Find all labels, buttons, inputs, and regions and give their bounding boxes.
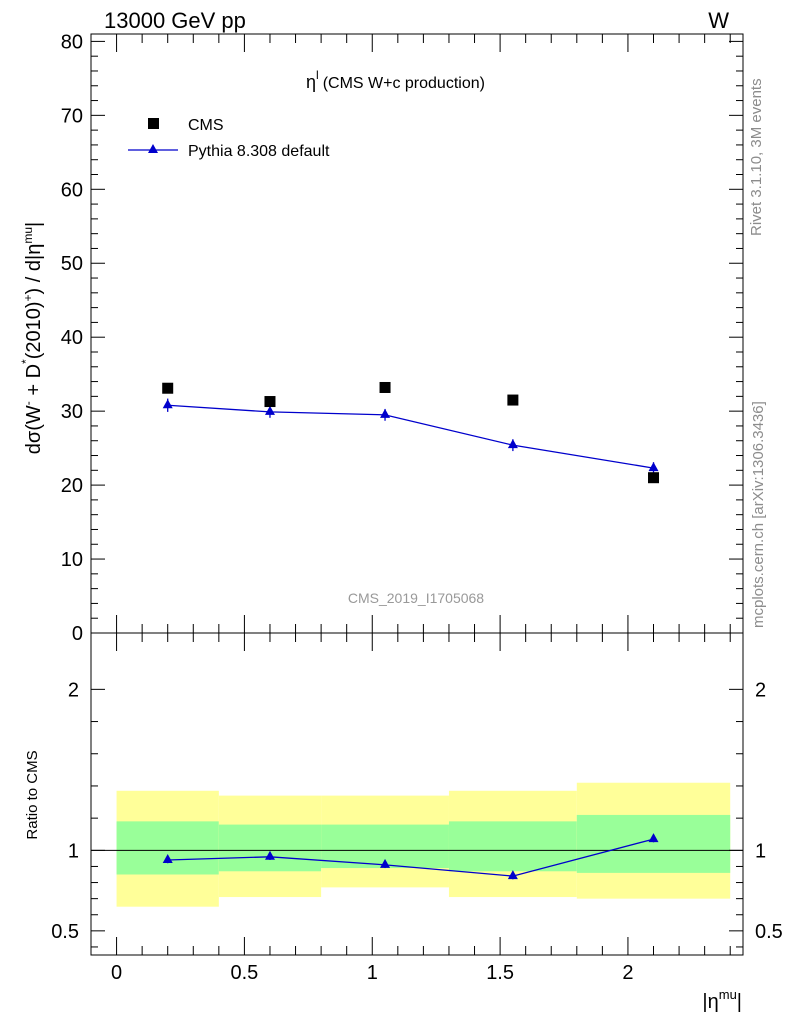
y-tick-label: 60 bbox=[61, 179, 83, 201]
header-right-text: W bbox=[708, 8, 729, 33]
ratio-y-tick-label: 1 bbox=[68, 840, 79, 862]
legend: CMS Pythia 8.308 default bbox=[128, 117, 330, 160]
ratio-point bbox=[380, 858, 391, 868]
legend-cms-marker bbox=[148, 118, 159, 129]
rivet-info-text: Rivet 3.1.10, 3M events bbox=[748, 78, 765, 236]
x-tick-label: 1.5 bbox=[486, 962, 514, 984]
y-tick-label: 80 bbox=[61, 31, 83, 53]
ratio-point bbox=[264, 850, 275, 860]
main-plot-panel: 0 10 20 30 40 50 60 70 80 CMS_2019_I1705068 ηl (C… bbox=[19, 31, 744, 645]
ratio-axes-layer: 0.5 0.5 1 1 2 2 0 0.5 1 1.5 2 bbox=[51, 633, 783, 984]
x-axis-label-main: |η bbox=[702, 991, 718, 1013]
cms-point bbox=[264, 396, 276, 408]
plot-title: ηl (CMS W+c production) bbox=[306, 68, 485, 92]
ratio-point bbox=[507, 870, 518, 880]
pythia-point bbox=[264, 405, 275, 415]
ratio-y-tick-label-right: 1 bbox=[755, 840, 766, 862]
ratio-y-tick-label-right: 0.5 bbox=[755, 921, 783, 943]
analysis-watermark: CMS_2019_I1705068 bbox=[348, 590, 484, 606]
plot-title-main: η bbox=[306, 72, 316, 92]
x-axis-label-end: | bbox=[737, 991, 742, 1013]
x-tick-label: 0 bbox=[111, 962, 122, 984]
plot-title-rest: (CMS W+c production) bbox=[323, 75, 485, 92]
ratio-inner-band bbox=[116, 821, 219, 875]
ratio-plot-panel: 0.5 0.5 1 1 2 2 0 0.5 1 1.5 2 Ratio to CMS |ηmu| bbox=[24, 632, 783, 1013]
y-tick-label: 50 bbox=[61, 253, 83, 275]
cms-point bbox=[648, 472, 660, 484]
pythia-point bbox=[648, 462, 659, 472]
y-tick-label: 20 bbox=[61, 475, 83, 497]
y-tick-label: 10 bbox=[61, 549, 83, 571]
ratio-data-layer bbox=[91, 833, 743, 880]
ratio-y-tick-label: 2 bbox=[68, 679, 79, 701]
pythia-point bbox=[507, 439, 518, 449]
x-axis-label: |ηmu| bbox=[702, 987, 742, 1013]
pythia-point bbox=[380, 408, 391, 418]
main-data-layer bbox=[162, 381, 660, 484]
main-y-axis-label: dσ(W- + D*(2010)+) / d|ηmu| bbox=[19, 222, 45, 454]
cms-point bbox=[507, 394, 519, 406]
ratio-y-axis-label: Ratio to CMS bbox=[24, 750, 41, 839]
y-tick-label: 0 bbox=[72, 623, 83, 645]
ratio-inner-band bbox=[218, 824, 322, 872]
ratio-plot-frame bbox=[90, 632, 744, 956]
ratio-inner-band bbox=[448, 821, 577, 872]
legend-cms-label: CMS bbox=[188, 117, 224, 134]
legend-pythia-marker bbox=[148, 144, 158, 153]
cms-point bbox=[162, 382, 174, 394]
ratio-y-tick-label-right: 2 bbox=[755, 679, 766, 701]
main-axes-layer: 0 10 20 30 40 50 60 70 80 bbox=[61, 31, 743, 645]
plot-title-sup: l bbox=[316, 68, 319, 82]
ratio-y-tick-label: 0.5 bbox=[51, 921, 79, 943]
header-left-text: 13000 GeV pp bbox=[104, 8, 246, 33]
y-tick-label: 40 bbox=[61, 327, 83, 349]
x-tick-label: 0.5 bbox=[231, 962, 259, 984]
x-tick-label: 2 bbox=[622, 962, 633, 984]
pythia-point bbox=[162, 399, 173, 409]
x-tick-label: 1 bbox=[367, 962, 378, 984]
ratio-inner-band bbox=[576, 814, 731, 873]
ratio-point bbox=[648, 833, 659, 843]
y-tick-label: 70 bbox=[61, 105, 83, 127]
pythia-series-line bbox=[167, 404, 654, 469]
legend-pythia-label: Pythia 8.308 default bbox=[188, 143, 330, 160]
mcplots-info-text: mcplots.cern.ch [arXiv:1306.3436] bbox=[750, 401, 767, 628]
ratio-bands-layer bbox=[116, 782, 731, 907]
y-tick-label: 30 bbox=[61, 401, 83, 423]
ratio-point bbox=[162, 854, 173, 864]
x-axis-label-sup: mu bbox=[719, 987, 737, 1002]
cms-point bbox=[379, 381, 391, 393]
